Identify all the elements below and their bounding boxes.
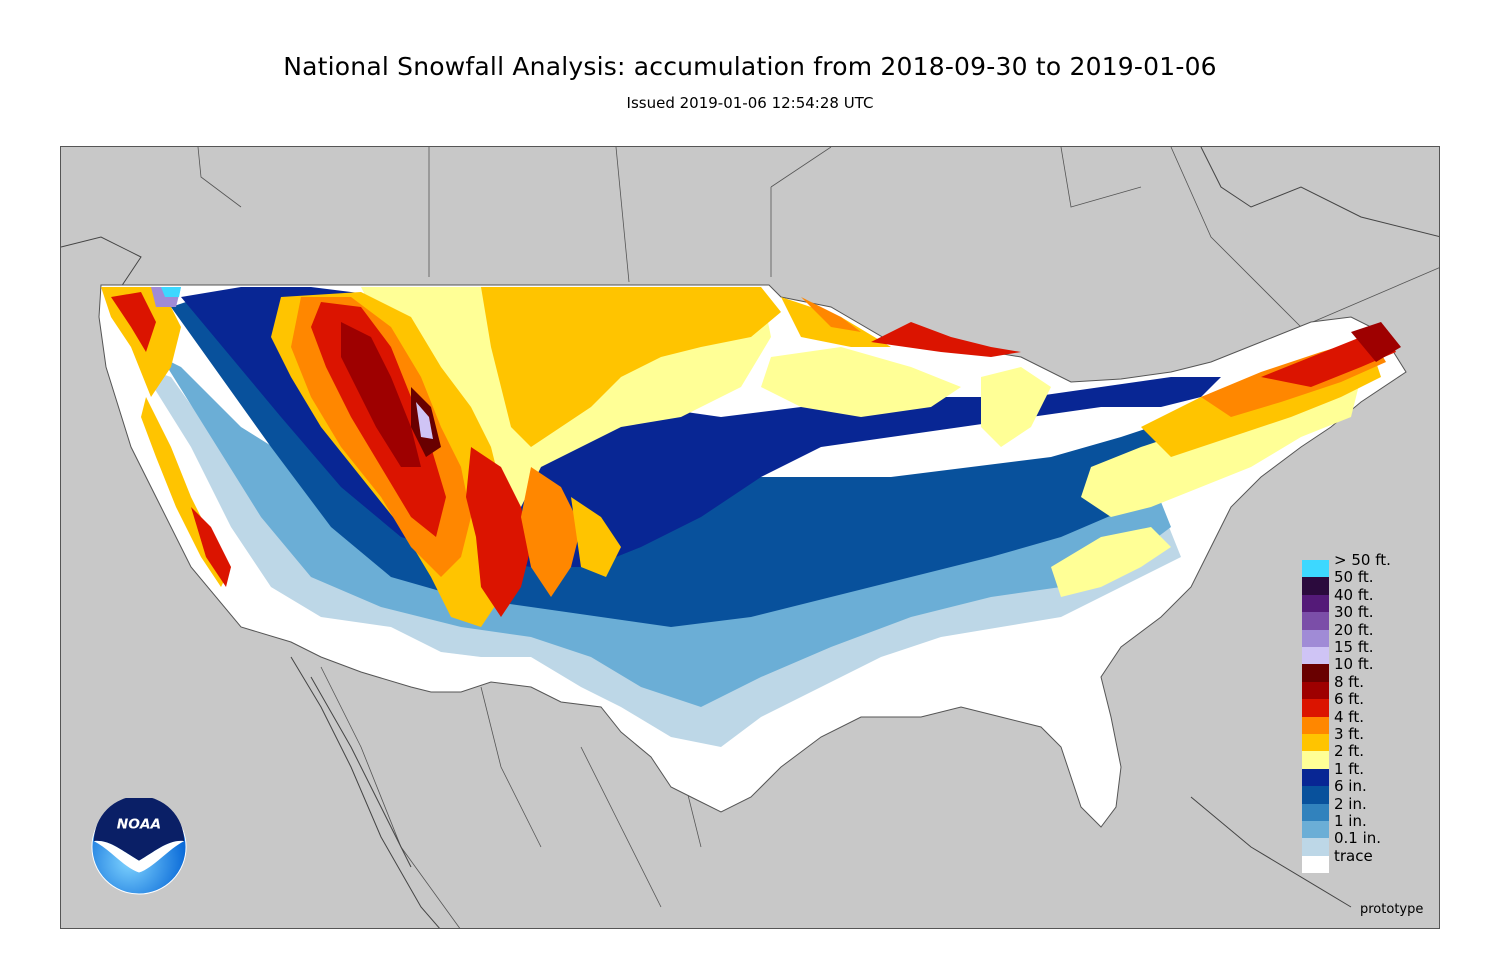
legend-swatch [1302,681,1329,700]
legend-item: 0.1 in. [1302,830,1432,856]
legend-label: 6 in. [1334,777,1367,796]
legend-label: 10 ft. [1334,655,1374,674]
legend-label: 3 ft. [1334,725,1364,743]
legend-swatch [1302,699,1329,717]
legend-label: 2 ft. [1334,742,1364,761]
legend-label: 40 ft. [1334,585,1374,604]
legend-swatch [1302,786,1329,804]
legend-item: > 50 ft. [1302,552,1432,578]
legend-swatch [1302,751,1329,769]
legend-swatch [1302,821,1329,839]
map-title: National Snowfall Analysis: accumulation… [283,52,1217,81]
western-mountains [101,287,621,627]
prototype-label: prototype [1360,902,1424,917]
legend-label: 30 ft. [1334,603,1374,622]
legend-label: 50 ft. [1334,568,1374,587]
legend-swatch [1302,664,1329,682]
legend-label: 2 in. [1334,794,1367,813]
legend-item: 1 in. [1302,813,1432,839]
snow-6ft-up [871,322,1021,357]
legend-label: 20 ft. [1334,620,1374,639]
legend-item: 30 ft. [1302,604,1432,630]
legend-label: trace [1334,846,1373,865]
legend-item: 15 ft. [1302,639,1432,665]
legend-item: 6 ft. [1302,691,1432,717]
noaa-logo-text: NOAA [117,816,161,832]
legend-item: trace [1302,847,1432,874]
snow-2ft-midwest [761,347,961,417]
snow-8ft-maine [1351,322,1401,362]
legend-label: 0.1 in. [1334,829,1382,848]
legend-label: 8 ft. [1334,672,1364,691]
legend-label: 6 ft. [1334,690,1364,709]
legend-item: 2 in. [1302,795,1432,821]
legend-swatch [1302,768,1329,787]
legend-item: 10 ft. [1302,656,1432,682]
legend-swatch [1302,560,1329,578]
snow-3ft [481,287,781,447]
legend-swatch [1302,838,1329,856]
legend-swatch [1302,716,1329,734]
issued-timestamp: Issued 2019-01-06 12:54:28 UTC [626,94,874,112]
snow-4ft-mn [801,297,861,332]
legend-item: 40 ft. [1302,586,1432,613]
legend-item: 20 ft. [1302,621,1432,647]
legend-item: 4 ft. [1302,708,1432,734]
canada-borders [197,147,1439,328]
legend-swatch [1302,612,1329,630]
legend-label: 1 ft. [1334,759,1364,778]
legend-swatch [1302,577,1329,595]
map-canvas [61,147,1439,928]
legend-item: 8 ft. [1302,673,1432,700]
legend-label: > 50 ft. [1334,551,1391,569]
legend-label: 15 ft. [1334,638,1374,656]
legend-item: 6 in. [1302,778,1432,804]
legend-label: 4 ft. [1334,707,1364,726]
legend-swatch [1302,594,1329,613]
legend-item: 50 ft. [1302,569,1432,595]
legend-swatch [1302,629,1329,647]
legend-item: 3 ft. [1302,726,1432,752]
snowfall-map[interactable] [60,146,1440,929]
legend-item: 1 ft. [1302,760,1432,787]
legend-swatch [1302,803,1329,821]
noaa-logo-icon: NOAA [91,798,187,895]
legend-label: 1 in. [1334,812,1367,830]
legend-item: 2 ft. [1302,743,1432,769]
snow-2ft-ohio [1051,527,1171,597]
legend-swatch [1302,647,1329,665]
snow-2ft-michigan [981,367,1051,447]
legend-swatch [1302,734,1329,752]
legend-swatch [1302,855,1329,874]
